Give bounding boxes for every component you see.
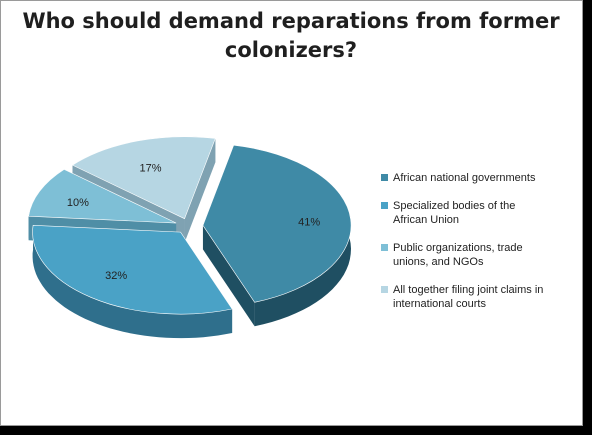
pie-top-national-governments xyxy=(202,144,352,303)
pie-wall-joint-claims-1 xyxy=(184,138,216,243)
pie-slice-national-governments xyxy=(202,144,352,327)
legend-item-public-organizations: Public organizations, trade unions, and … xyxy=(381,241,551,269)
legend: African national governments Specialized… xyxy=(381,171,551,325)
chart-title: Who should demand reparations from forme… xyxy=(22,9,560,62)
slice-label-national-governments: 41% xyxy=(298,217,320,229)
legend-item-joint-claims: All together filing joint claims in inte… xyxy=(381,283,551,311)
slice-label-joint-claims: 17% xyxy=(139,162,161,174)
legend-label-public-organizations: Public organizations, trade unions, and … xyxy=(393,242,523,268)
chart-frame: Who should demand reparations from forme… xyxy=(0,0,583,426)
legend-item-national-governments: African national governments xyxy=(381,171,551,185)
slice-label-african-union: 32% xyxy=(105,270,127,282)
legend-swatch-national-governments xyxy=(381,174,388,181)
pie-top-african-union xyxy=(32,224,233,315)
pie-wall-national-governments-1 xyxy=(202,225,255,327)
slice-label-public-organizations: 10% xyxy=(67,197,89,209)
pie-top-public-organizations xyxy=(28,169,177,224)
pie-chart: 41% 32% 10% 17% xyxy=(28,136,352,339)
legend-item-african-union: Specialized bodies of the African Union xyxy=(381,199,551,227)
legend-swatch-joint-claims xyxy=(381,286,388,293)
pie-side-african-union xyxy=(32,225,233,339)
pie-top-joint-claims xyxy=(71,136,216,220)
legend-label-african-union: Specialized bodies of the African Union xyxy=(393,200,516,226)
pie-slice-african-union xyxy=(32,224,233,339)
legend-swatch-public-organizations xyxy=(381,244,388,251)
legend-label-national-governments: African national governments xyxy=(393,172,536,184)
legend-label-joint-claims: All together filing joint claims in inte… xyxy=(393,284,544,310)
legend-swatch-african-union xyxy=(381,202,388,209)
